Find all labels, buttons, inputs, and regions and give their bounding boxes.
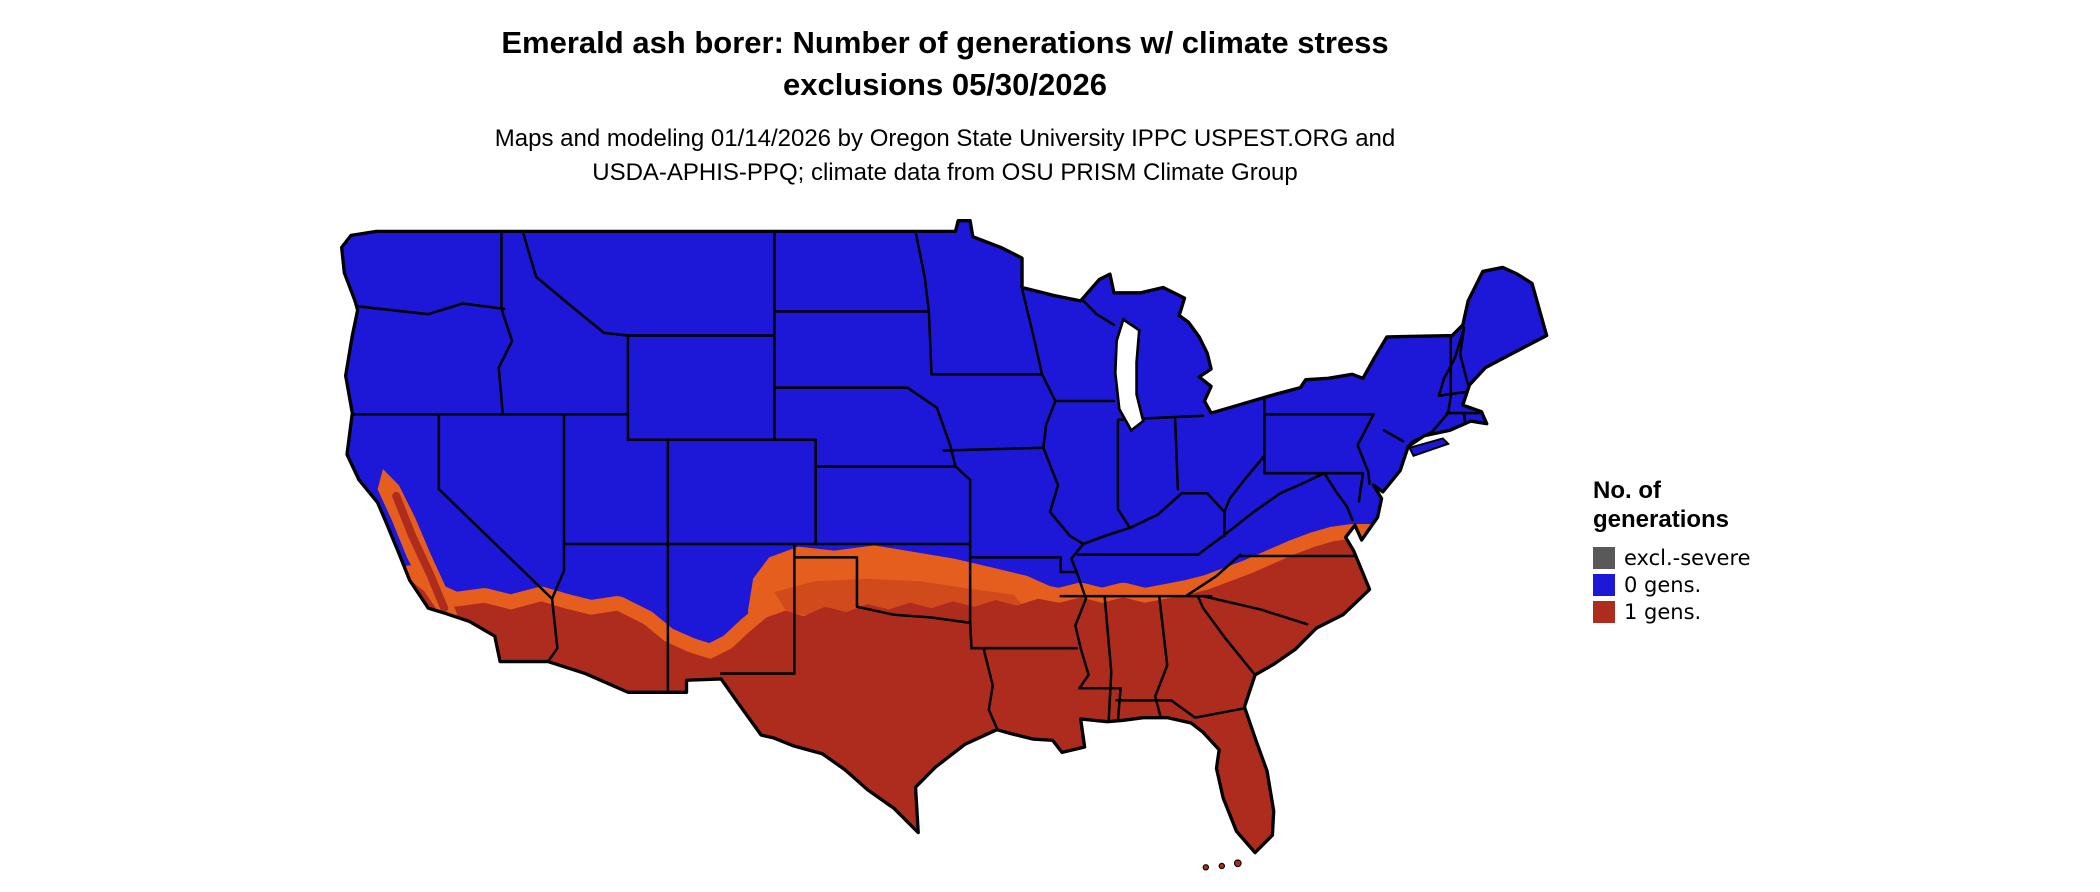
california-valley-core: [392, 491, 449, 613]
legend-item-1-gens: 1 gens.: [1593, 598, 1833, 625]
legend-swatch-excl-severe: [1593, 546, 1615, 569]
map-panel: [335, 218, 1560, 886]
region-0-generations: [341, 220, 1547, 853]
legend-label-0-gens: 0 gens.: [1624, 572, 1702, 597]
legend-swatch-0-gens: [1593, 573, 1615, 596]
subtitle-line-2: USDA-APHIS-PPQ; climate data from OSU PR…: [592, 159, 1298, 186]
legend-items: excl.-severe 0 gens. 1 gens.: [1593, 544, 1833, 625]
legend-swatch-1-gens: [1593, 600, 1615, 623]
long-island: [1408, 437, 1450, 458]
state-borders: [352, 230, 1481, 733]
lake-michigan: [1113, 317, 1145, 433]
legend-label-excl-severe: excl.-severe: [1624, 545, 1751, 570]
legend-label-1-gens: 1 gens.: [1624, 599, 1702, 624]
legend-title-line-1: No. of: [1593, 477, 1661, 504]
title-line-2: exclusions 05/30/2026: [782, 67, 1107, 102]
legend-title-line-2: generations: [1593, 506, 1730, 533]
legend-item-0-gens: 0 gens.: [1593, 571, 1833, 598]
page-title: Emerald ash borer: Number of generations…: [0, 22, 1890, 106]
title-line-1: Emerald ash borer: Number of generations…: [501, 25, 1389, 60]
us-generations-map: [339, 219, 1549, 871]
page-subtitle: Maps and modeling 01/14/2026 by Oregon S…: [0, 122, 1890, 190]
florida-key-dot: [1202, 864, 1210, 871]
map-fill-layers: [341, 220, 1547, 853]
legend: No. of generations excl.-severe 0 gens. …: [1593, 476, 1833, 625]
florida-keys: [1202, 859, 1242, 871]
florida-key-dot: [1233, 859, 1242, 868]
us-outline: [339, 219, 1549, 855]
florida-key-dot: [1218, 862, 1225, 870]
subtitle-line-1: Maps and modeling 01/14/2026 by Oregon S…: [494, 125, 1396, 152]
legend-item-excl-severe: excl.-severe: [1593, 544, 1833, 571]
